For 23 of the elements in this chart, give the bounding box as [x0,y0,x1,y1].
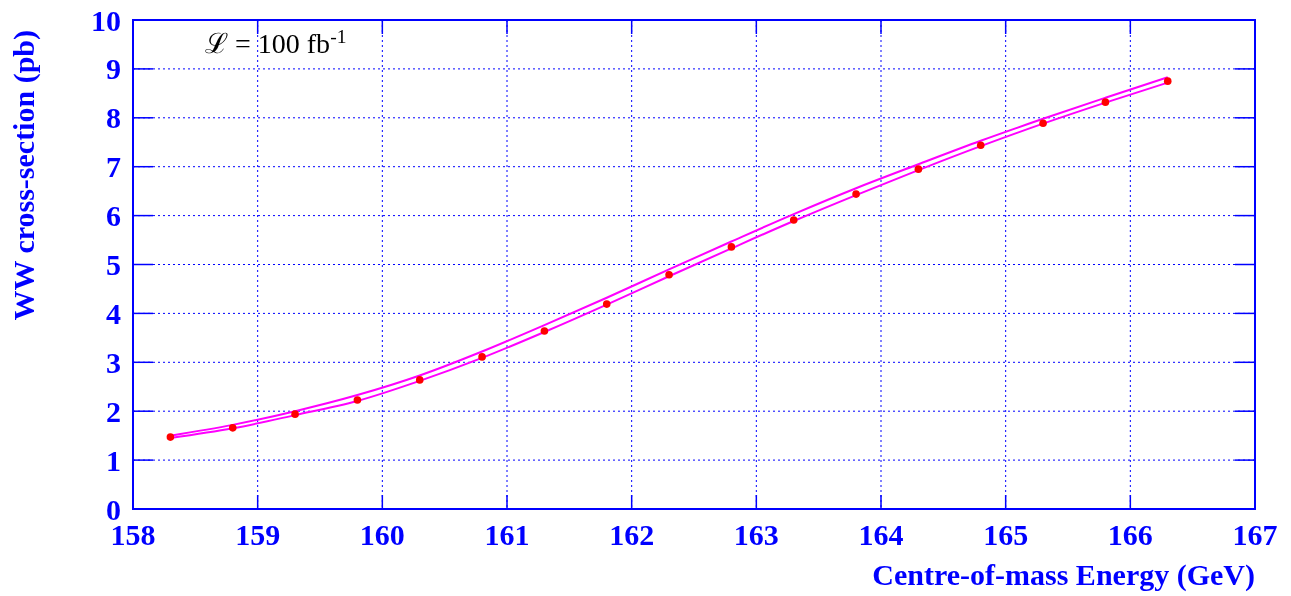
y-tick-label: 3 [106,345,121,379]
y-tick-label: 7 [106,150,121,184]
y-axis-title: WW cross-section (pb) [7,30,41,321]
y-tick-label: 8 [106,101,121,135]
y-tick-label: 2 [106,394,121,428]
x-tick-label: 160 [359,518,405,551]
y-tick-label: 0 [106,492,121,526]
y-tick-label: 1 [106,443,121,477]
x-tick-label: 162 [609,518,655,551]
y-tick-label: 9 [106,52,121,86]
x-tick-label: 165 [983,518,1029,551]
y-tick-label: 4 [106,296,121,330]
x-axis-title: Centre-of-mass Energy (GeV) [872,558,1255,592]
x-tick-label: 159 [235,518,281,551]
x-tick-label: 163 [733,518,779,551]
y-tick-label: 5 [106,248,121,281]
x-tick-label: 166 [1107,518,1153,551]
x-tick-label: 167 [1232,518,1278,551]
x-tick-label: 164 [858,518,904,551]
y-tick-label: 6 [106,199,121,233]
annotation: ℒ = 100 fb$^{-1}$ [205,25,347,59]
x-tick-label: 161 [484,518,530,551]
y-tick-label: 10 [91,3,121,37]
